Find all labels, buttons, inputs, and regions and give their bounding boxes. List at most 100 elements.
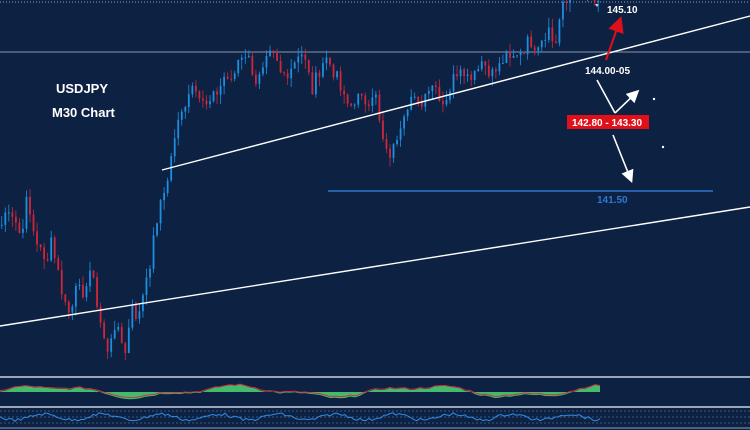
candle-body bbox=[57, 258, 60, 271]
candle-body bbox=[484, 61, 487, 66]
candle-body bbox=[85, 286, 88, 298]
candle-body bbox=[558, 19, 561, 44]
candle-body bbox=[177, 119, 180, 139]
dot-marker bbox=[661, 145, 665, 149]
candle-body bbox=[156, 223, 158, 236]
candle-body bbox=[304, 54, 307, 60]
candle-body bbox=[434, 85, 437, 88]
candle-body bbox=[262, 67, 264, 75]
candle-body bbox=[322, 63, 324, 77]
candle-body bbox=[149, 268, 151, 278]
candle-body bbox=[286, 73, 289, 79]
candle-body bbox=[307, 59, 310, 73]
candle-body bbox=[516, 55, 518, 57]
candle-body bbox=[32, 214, 35, 232]
candle-body bbox=[145, 277, 148, 296]
candle-body bbox=[254, 74, 257, 84]
candle-body bbox=[258, 74, 261, 84]
candle-body bbox=[7, 212, 10, 214]
candle-body bbox=[117, 326, 120, 330]
candle-body bbox=[173, 138, 176, 157]
candle-body bbox=[159, 200, 162, 224]
upper-trendline bbox=[161, 15, 750, 171]
candle-body bbox=[547, 27, 550, 40]
candle-body bbox=[300, 54, 303, 57]
target-label: 145.10 bbox=[607, 5, 638, 16]
candle-body bbox=[194, 85, 197, 92]
candle-body bbox=[96, 277, 98, 307]
candle-body bbox=[413, 96, 416, 98]
candle-body bbox=[494, 69, 497, 72]
candle-body bbox=[329, 57, 331, 65]
candle-body bbox=[18, 222, 21, 233]
pivot-label: 144.00-05 bbox=[585, 66, 630, 77]
candle-body bbox=[209, 101, 211, 105]
candle-body bbox=[385, 138, 388, 149]
candle-body bbox=[473, 71, 476, 80]
candle-body bbox=[297, 56, 300, 63]
candle-body bbox=[67, 301, 70, 313]
candle-body bbox=[318, 72, 321, 77]
candle-body bbox=[593, 0, 596, 3]
candle-body bbox=[11, 212, 14, 217]
candle-body bbox=[417, 96, 420, 103]
arrow-down-leg bbox=[596, 79, 616, 114]
candle-body bbox=[39, 244, 42, 248]
candle-body bbox=[544, 39, 547, 41]
candle-body bbox=[343, 90, 346, 95]
candle-body bbox=[219, 85, 222, 95]
candle-body bbox=[442, 101, 444, 105]
candle-body bbox=[491, 69, 494, 77]
candle-body bbox=[357, 94, 360, 105]
candle-body bbox=[346, 94, 349, 104]
candle-body bbox=[540, 40, 543, 48]
candle-body bbox=[293, 62, 296, 69]
candle-body bbox=[551, 27, 554, 42]
candle-body bbox=[311, 72, 314, 95]
candle-body bbox=[431, 85, 434, 91]
candle-body bbox=[597, 0, 600, 3]
candle-body bbox=[353, 104, 356, 106]
candle-body bbox=[36, 231, 38, 245]
candle-body bbox=[424, 93, 427, 107]
candle-body bbox=[106, 338, 109, 352]
candles bbox=[0, 0, 600, 361]
candle-body bbox=[283, 72, 286, 74]
candle-body bbox=[237, 59, 240, 74]
candle-body bbox=[382, 120, 384, 139]
oscillator-panel bbox=[0, 383, 601, 400]
down-arrow bbox=[612, 134, 634, 183]
up-target-arrow bbox=[605, 16, 624, 61]
candle-body bbox=[406, 109, 409, 117]
candle-body bbox=[152, 235, 155, 269]
candle-body bbox=[396, 139, 398, 145]
candle-body bbox=[74, 285, 77, 307]
candle-body bbox=[92, 270, 95, 278]
candle-body bbox=[420, 102, 423, 107]
candle-body bbox=[523, 51, 526, 55]
candle-body bbox=[290, 68, 293, 79]
candle-body bbox=[480, 61, 483, 70]
candle-body bbox=[134, 304, 137, 319]
candle-body bbox=[449, 91, 451, 100]
dot-marker bbox=[652, 97, 656, 101]
candle-body bbox=[456, 74, 458, 77]
candle-body bbox=[187, 94, 190, 108]
candle-body bbox=[198, 91, 201, 99]
candle-body bbox=[14, 216, 17, 223]
candle-body bbox=[110, 338, 113, 352]
candle-body bbox=[487, 65, 490, 77]
candle-body bbox=[103, 322, 106, 339]
candle-body bbox=[350, 103, 353, 106]
candle-body bbox=[46, 259, 49, 261]
candle-body bbox=[265, 56, 268, 68]
candle-body bbox=[29, 196, 31, 215]
chart-title: USDJPY bbox=[56, 81, 108, 96]
rsi-line bbox=[0, 412, 601, 423]
candle-body bbox=[124, 343, 127, 353]
candle-body bbox=[399, 128, 402, 140]
candle-body bbox=[131, 304, 134, 328]
candle-body bbox=[463, 69, 466, 77]
candle-body bbox=[163, 192, 166, 201]
